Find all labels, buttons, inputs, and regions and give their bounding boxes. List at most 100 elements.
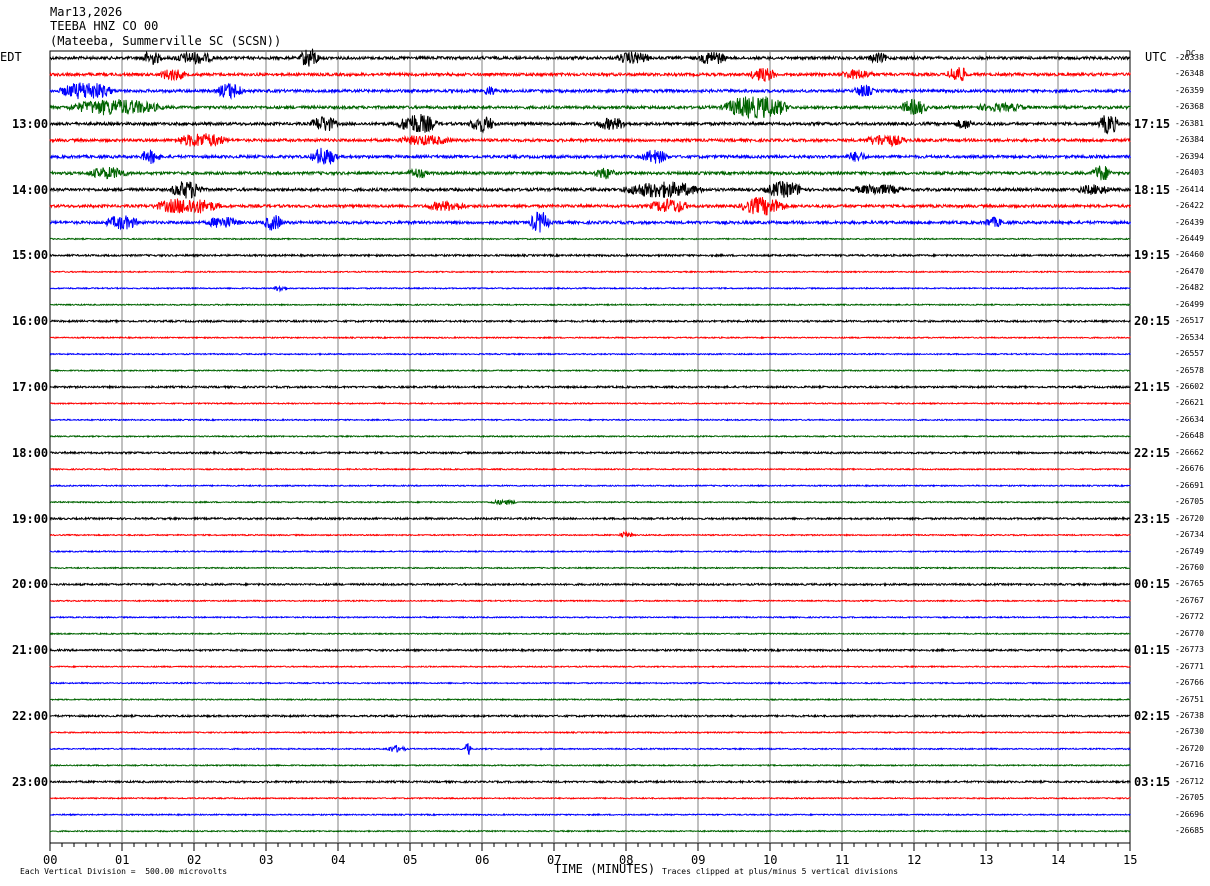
- dc-offset-label: -26767: [1175, 595, 1204, 605]
- dc-offset-label: -26359: [1175, 85, 1204, 95]
- trace-3: [49, 96, 1131, 120]
- trace-42: [49, 743, 1131, 756]
- trace-20: [49, 384, 1131, 390]
- dc-offset-label: -26602: [1175, 382, 1204, 391]
- dc-offset-label: -26394: [1175, 151, 1204, 161]
- x-tick-label: 03: [259, 853, 274, 867]
- trace-14: [50, 284, 1131, 293]
- trace-24: [49, 450, 1131, 456]
- hour-label-utc: 03:15: [1134, 774, 1171, 789]
- dc-offset-label: -26470: [1175, 266, 1204, 276]
- dc-offset-label: -26730: [1175, 727, 1204, 737]
- clip-note: Traces clipped at plus/minus 5 vertical …: [662, 867, 899, 876]
- station-label: TEEBA HNZ CO 00: [50, 19, 159, 33]
- hour-label-edt: 16:00: [12, 314, 49, 329]
- dc-offset-label: -26381: [1175, 118, 1204, 128]
- dc-offset-label: -26439: [1175, 217, 1204, 227]
- trace-23: [49, 434, 1131, 439]
- trace-46: [49, 812, 1131, 817]
- trace-18: [49, 352, 1131, 356]
- trace-35: [49, 631, 1131, 636]
- trace-38: [49, 681, 1131, 686]
- right-axis-title: UTC: [1145, 50, 1167, 64]
- dc-offset-label: -26771: [1175, 661, 1204, 671]
- dc-offset-label: -26705: [1175, 793, 1204, 803]
- dc-offset-label: -26712: [1175, 776, 1204, 786]
- x-tick-label: 01: [115, 853, 130, 867]
- dc-offset-label: -26720: [1175, 743, 1204, 753]
- dc-offset-label: -26578: [1175, 365, 1204, 375]
- dc-offset-label: -26499: [1175, 299, 1204, 309]
- dc-offset-label: -26557: [1175, 349, 1204, 359]
- trace-37: [49, 664, 1131, 669]
- trace-40: [49, 713, 1131, 719]
- hour-label-edt: 15:00: [12, 248, 49, 263]
- dc-offset-label: -26621: [1175, 398, 1204, 408]
- hour-label-utc: 01:15: [1134, 643, 1171, 658]
- hour-label-edt: 19:00: [12, 511, 49, 526]
- trace-1: [49, 67, 1131, 82]
- hour-label-edt: 14:00: [12, 182, 49, 197]
- x-tick-label: 05: [403, 853, 418, 867]
- dc-offset-label: -26482: [1175, 283, 1204, 293]
- dc-offset-label: -26734: [1175, 530, 1204, 540]
- trace-25: [49, 467, 1131, 472]
- trace-47: [49, 829, 1131, 833]
- hour-label-edt: 22:00: [12, 709, 49, 723]
- trace-21: [49, 401, 1131, 406]
- trace-13: [49, 270, 1131, 274]
- dc-offset-label: -26720: [1175, 513, 1204, 523]
- dc-offset-label: -26716: [1175, 760, 1204, 770]
- dc-offset-label: -26749: [1175, 546, 1204, 556]
- dc-offset-label: -26773: [1175, 645, 1204, 655]
- hour-label-edt: 23:00: [12, 774, 49, 789]
- dc-offset-label: -26634: [1175, 414, 1204, 424]
- hour-label-edt: 21:00: [12, 643, 49, 658]
- hour-label-utc: 19:15: [1134, 248, 1171, 263]
- dc-offset-label: -26772: [1175, 612, 1204, 622]
- trace-28: [49, 515, 1131, 522]
- trace-8: [49, 180, 1131, 199]
- hour-label-edt: 18:00: [12, 445, 49, 460]
- dc-offset-label: -26422: [1175, 201, 1204, 211]
- trace-34: [50, 615, 1131, 620]
- trace-26: [49, 483, 1131, 488]
- dc-offset-label: -26751: [1175, 694, 1204, 704]
- dc-offset-label: -26760: [1175, 562, 1204, 572]
- trace-17: [49, 335, 1131, 340]
- trace-16: [49, 318, 1131, 324]
- trace-39: [49, 697, 1131, 702]
- trace-9: [49, 197, 1131, 216]
- date-label: Mar13,2026: [50, 5, 123, 19]
- hour-label-edt: 13:00: [12, 116, 49, 131]
- dc-offset-label: -26705: [1175, 497, 1204, 507]
- dc-offset-label: -26676: [1175, 464, 1204, 474]
- x-tick-label: 13: [979, 853, 994, 867]
- trace-27: [49, 498, 1131, 506]
- trace-6: [49, 147, 1131, 165]
- trace-30: [49, 549, 1131, 554]
- trace-41: [49, 730, 1131, 735]
- x-tick-label: 02: [187, 853, 202, 867]
- hour-label-utc: 21:15: [1134, 380, 1171, 394]
- dc-offset-label: -26338: [1175, 53, 1204, 62]
- x-tick-label: 04: [331, 853, 346, 867]
- x-tick-label: 11: [835, 853, 850, 867]
- dc-offset-label: -26449: [1175, 233, 1204, 243]
- x-tick-label: 07: [547, 853, 562, 867]
- trace-29: [49, 529, 1131, 538]
- dc-offset-label: -26766: [1175, 678, 1204, 688]
- trace-22: [49, 418, 1131, 422]
- hour-label-utc: 00:15: [1134, 577, 1171, 592]
- trace-5: [49, 133, 1131, 148]
- x-tick-label: 06: [475, 853, 490, 867]
- scale-note: Each Vertical Division = 500.00 microvol…: [20, 867, 228, 876]
- dc-offset-label: -26662: [1175, 447, 1204, 457]
- trace-0: [49, 48, 1131, 67]
- hour-label-utc: 17:15: [1134, 116, 1171, 131]
- trace-7: [49, 165, 1131, 181]
- x-tick-label: 00: [43, 853, 58, 867]
- x-tick-label: 12: [907, 853, 922, 867]
- x-tick-label: 09: [691, 853, 706, 867]
